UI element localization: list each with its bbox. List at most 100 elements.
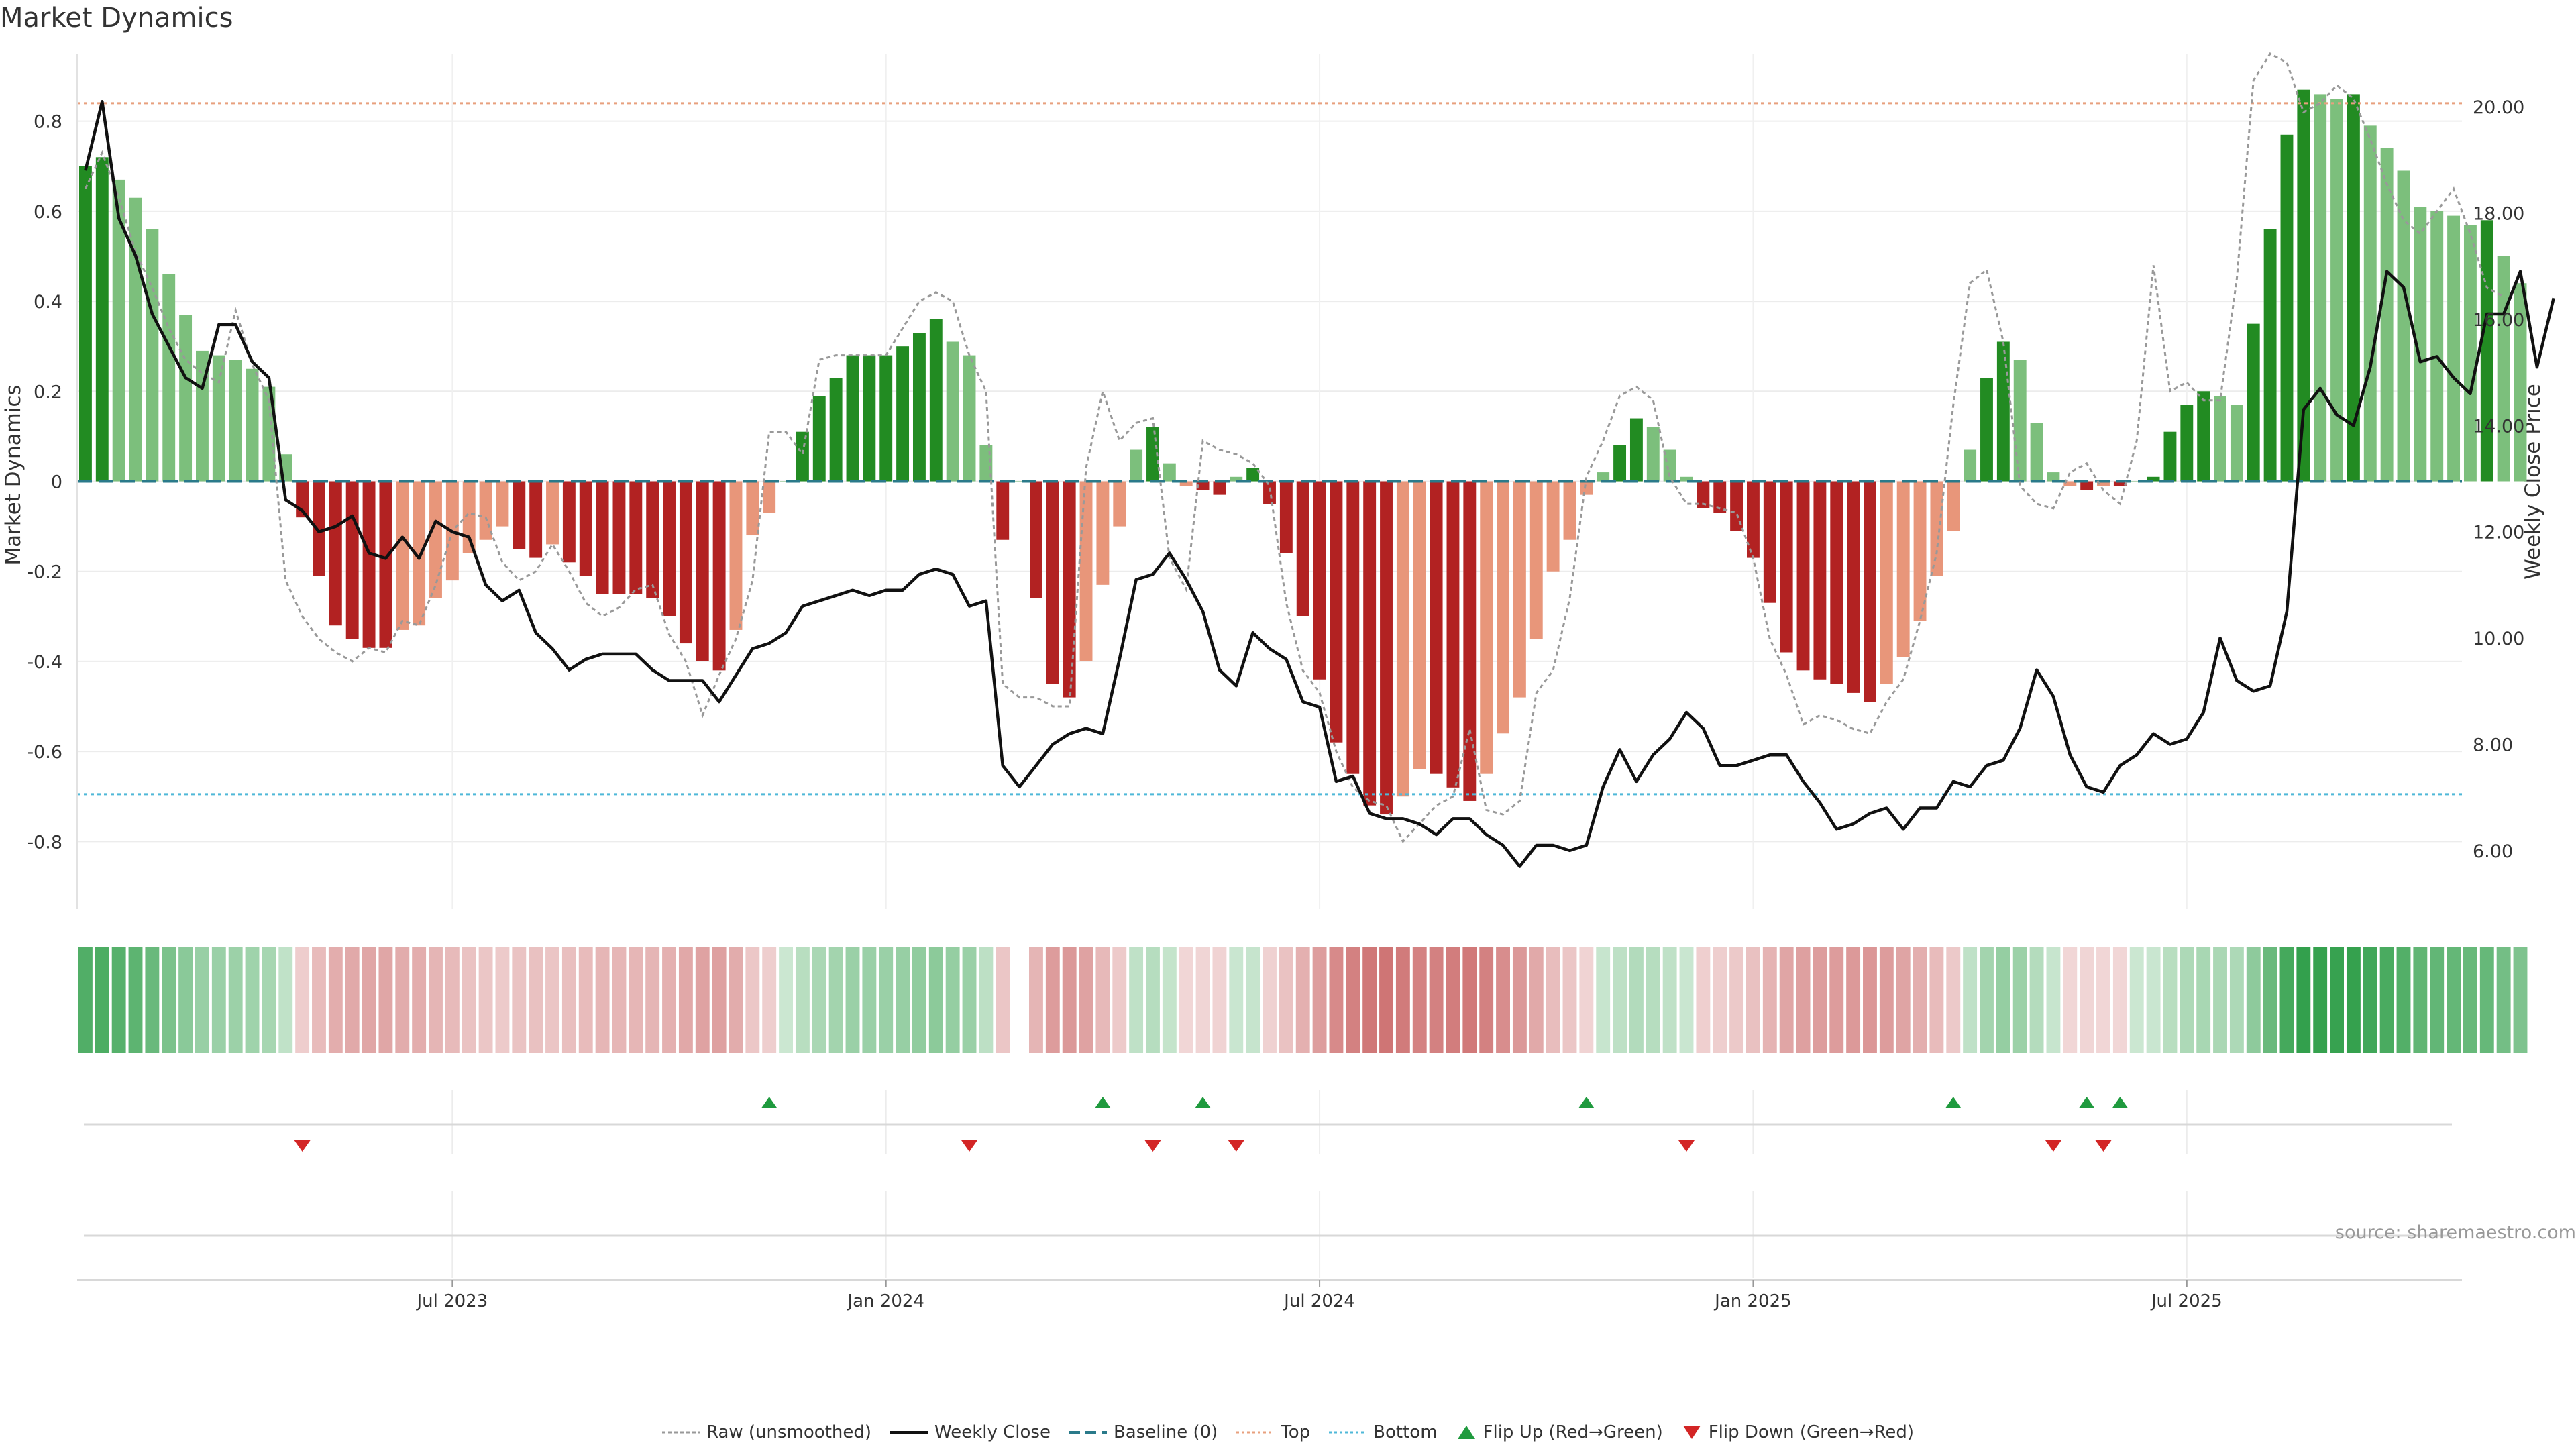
strip-cell [1129,947,1144,1053]
strip-cell [1079,947,1093,1053]
bar [763,481,776,513]
bar [462,481,476,553]
reference-lines [77,102,2462,796]
legend-flip-down: Flip Down (Green→Red) [1682,1422,1914,1442]
strip-cell [1496,947,1510,1053]
bar [596,481,609,594]
x-tick-label: Jul 2024 [1283,1291,1355,1311]
bar [963,355,976,482]
strip-cell [896,947,910,1053]
strip-cell [729,947,743,1053]
bar [112,179,125,482]
bar [2113,481,2127,486]
strip-cell [2330,947,2344,1053]
bar [1079,481,1093,661]
bar [362,481,376,648]
strip-cell [2413,947,2428,1053]
bar [1313,481,1326,680]
strip-cell [1246,947,1260,1053]
strip-cell [928,947,943,1053]
strip-cell [1279,947,1293,1053]
source-note: source: sharemaestro.com [2334,1222,2576,1243]
bar [212,355,225,482]
strip-cell [1546,947,1560,1053]
strip-cell [95,947,109,1053]
strip-cell [2430,947,2445,1053]
bar [929,319,943,482]
bar [2013,360,2027,482]
strip-cell [262,947,276,1053]
strip-cell [1796,947,1811,1053]
strip-cell [1913,947,1927,1053]
bar [496,481,509,527]
bar [2414,207,2427,482]
legend-close-label: Weekly Close [934,1422,1051,1442]
strip-cell [812,947,826,1053]
strip-cell [578,947,593,1053]
bar [1629,418,1643,482]
flip-up-marker [1945,1097,1962,1108]
strip-cell [2263,947,2277,1053]
bar [2097,481,2110,486]
bar [396,481,409,630]
strip-cell [1462,947,1477,1053]
strip-cell [495,947,510,1053]
bar [679,481,692,644]
bar [946,341,959,482]
bar [1413,481,1426,769]
bar [1597,472,1610,482]
legend-baseline-label: Baseline (0) [1113,1422,1218,1442]
bar [1880,481,1893,684]
strip-cell [945,947,960,1053]
legend-close-swatch [890,1431,928,1434]
bar [912,333,926,482]
strip-cell [1162,947,1177,1053]
right-tick-label: 16.00 [2473,310,2524,331]
bar [1230,476,1243,482]
strip-cell [2180,947,2194,1053]
strip-cell [1646,947,1660,1053]
bar [812,396,826,482]
left-tick-label: -0.8 [27,832,62,853]
strip-cell [211,947,226,1053]
strip-cell [1362,947,1377,1053]
strip-cell [2246,947,2261,1053]
bar [1580,481,1593,495]
bar [1697,481,1710,508]
bar [2047,472,2060,482]
bar [379,481,392,648]
bar [1746,481,1760,558]
flip-down-icon [1682,1426,1701,1439]
bar [313,481,325,576]
bar [1529,481,1543,639]
strip-cell [662,947,676,1053]
bar [246,368,259,482]
strip-cell [2146,947,2161,1053]
strip-cell [1263,947,1277,1053]
strip-cell [245,947,260,1053]
strip-cell [1929,947,1944,1053]
legend-flip-up-label: Flip Up (Red→Green) [1483,1422,1663,1442]
strip-cell [2163,947,2178,1053]
bar [2263,229,2277,482]
strip-cell [2229,947,2244,1053]
bar [746,481,759,536]
strip-cell [1863,947,1877,1053]
bar [1430,481,1443,774]
strip-cell [762,947,777,1053]
left-tick-label: 0.4 [34,292,62,313]
strip-cell [828,947,843,1053]
left-tick-label: 0 [51,472,62,493]
legend-bottom-swatch [1329,1431,1367,1434]
bar [2514,283,2527,482]
bar [2214,396,2226,482]
bar [996,481,1010,540]
x-tick-label: Jul 2023 [415,1291,488,1311]
bar [1996,341,2010,482]
strip-cell [512,947,527,1053]
strip-cell [1946,947,1961,1053]
left-tick-label: -0.2 [27,562,62,583]
bar [2230,405,2243,482]
strip-cell [445,947,460,1053]
strip-cell [1146,947,1160,1053]
